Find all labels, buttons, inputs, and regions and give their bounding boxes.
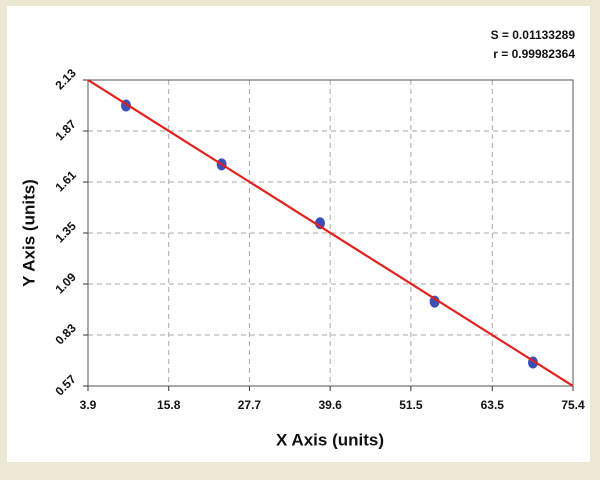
fit-line [87,79,574,387]
data-point [314,217,325,230]
data-point [429,295,440,308]
annotation: S = 0.01133289 [491,28,576,42]
x-tick-label: 39.6 [318,398,342,412]
x-axis-title: X Axis (units) [276,430,384,449]
x-tick-label: 63.5 [481,398,505,412]
x-tick-label: 27.7 [238,398,262,412]
x-tick-label: 51.5 [399,398,423,412]
x-tick-label: 15.8 [157,398,181,412]
x-tick-label: 3.9 [80,398,97,412]
y-axis-title: Y Axis (units) [19,179,38,287]
x-tick-label: 75.4 [561,398,585,412]
plot-border [87,79,574,387]
annotation: r = 0.99982364 [493,47,575,61]
